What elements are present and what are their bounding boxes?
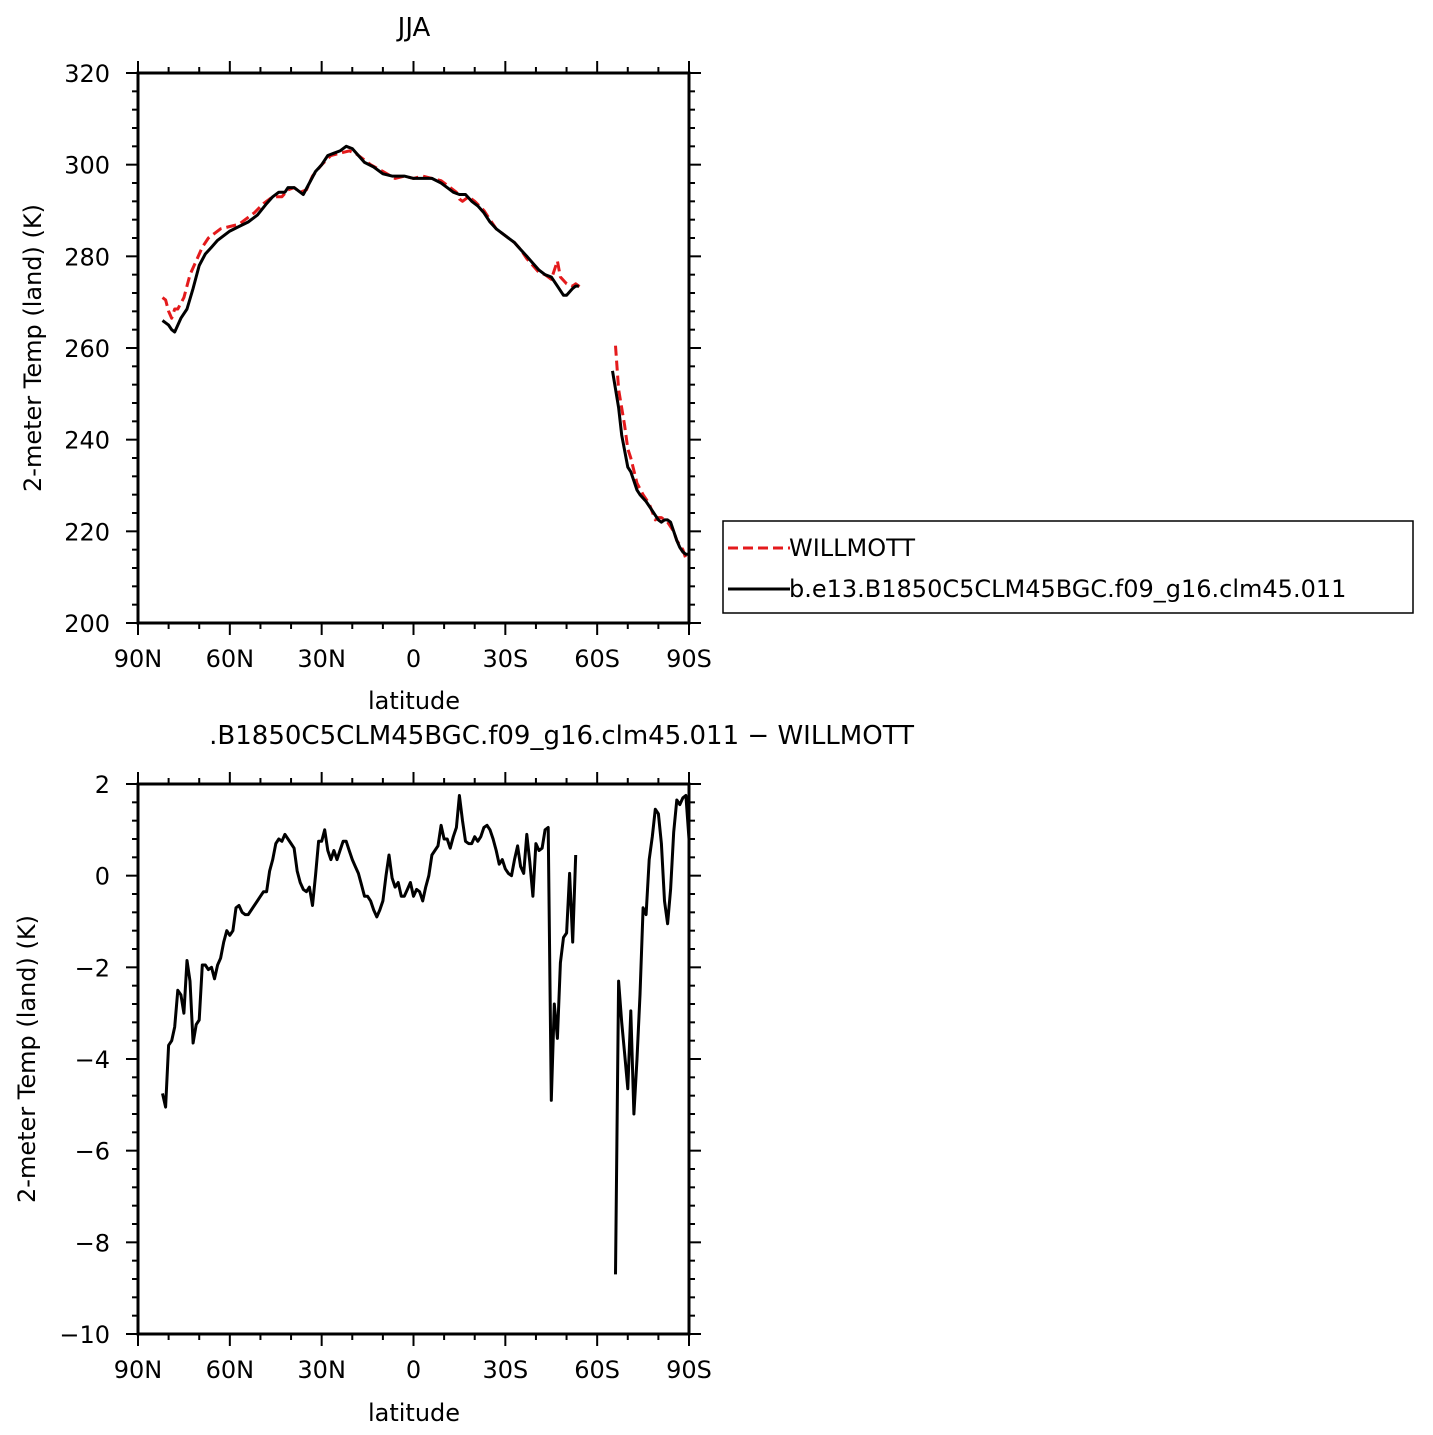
bottom-panel: .B1850C5CLM45BGC.f09_g16.clm45.011 − WIL… xyxy=(13,721,914,1427)
bottom-x-tick-label: 60N xyxy=(206,1356,255,1384)
bottom-y-tick-label: −4 xyxy=(75,1046,110,1074)
top-x-tick-label: 60N xyxy=(206,645,255,673)
top-x-tick-label: 30N xyxy=(297,645,346,673)
top-y-tick-label: 280 xyxy=(64,243,110,271)
top-series-1-line-segment-1 xyxy=(611,370,689,556)
bottom-x-tick-label: 90S xyxy=(666,1356,712,1384)
top-y-axis-label: 2-meter Temp (land) (K) xyxy=(19,204,47,492)
bottom-y-tick-label: −2 xyxy=(75,954,110,982)
bottom-y-tick-label: −6 xyxy=(75,1138,110,1166)
bottom-series-group xyxy=(161,794,691,1275)
bottom-x-tick-label: 60S xyxy=(574,1356,620,1384)
top-y-tick-label: 200 xyxy=(64,610,110,638)
bottom-x-tick-label: 30S xyxy=(482,1356,528,1384)
top-ticks-group: 90N 60N 30N 0 30S 60S 90S 200 220 240 260 280 300 320 xyxy=(64,60,712,673)
bottom-x-tick-label: 90N xyxy=(114,1356,163,1384)
bottom-ticks-group: 90N 60N 30N 0 30S 60S 90S −10 −8 −6 −4 −2 0 2 xyxy=(59,771,712,1384)
bottom-series-0-line-segment-1 xyxy=(614,794,691,1275)
bottom-y-tick-label: 0 xyxy=(95,863,110,891)
bottom-x-axis-label: latitude xyxy=(368,1399,460,1427)
bottom-chart-title: .B1850C5CLM45BGC.f09_g16.clm45.011 − WIL… xyxy=(209,721,914,751)
bottom-y-tick-label: −10 xyxy=(59,1321,110,1349)
top-x-tick-label: 90N xyxy=(114,645,163,673)
bottom-x-tick-label: 30N xyxy=(297,1356,346,1384)
top-y-tick-label: 260 xyxy=(64,335,110,363)
top-y-tick-label: 220 xyxy=(64,518,110,546)
bottom-y-tick-label: 2 xyxy=(95,771,110,799)
bottom-y-axis-label: 2-meter Temp (land) (K) xyxy=(13,915,41,1203)
bottom-series-0-line-segment-0 xyxy=(161,794,578,1109)
top-series-1-line-segment-0 xyxy=(161,144,579,334)
legend-box xyxy=(722,520,1414,614)
top-chart-title: JJA xyxy=(396,13,431,43)
top-x-axis-label: latitude xyxy=(368,687,460,715)
legend: WILLMOTT b.e13.B1850C5CLM45BGC.f09_g16.c… xyxy=(722,520,1414,614)
bottom-plot-frame xyxy=(136,782,691,1336)
bottom-x-tick-label: 0 xyxy=(406,1356,421,1384)
top-panel: JJA 90N 60N 30N 0 30S 60S 90S 200 220 240 260 280 30… xyxy=(19,13,712,715)
top-series-group xyxy=(161,144,689,560)
top-y-tick-label: 320 xyxy=(64,60,110,88)
top-y-tick-label: 240 xyxy=(64,427,110,455)
legend-label-willmott: WILLMOTT xyxy=(789,534,915,562)
top-x-tick-label: 0 xyxy=(406,645,421,673)
top-x-tick-label: 90S xyxy=(666,645,712,673)
bottom-y-tick-label: −8 xyxy=(75,1229,110,1257)
top-x-tick-label: 60S xyxy=(574,645,620,673)
top-y-tick-label: 300 xyxy=(64,152,110,180)
top-x-tick-label: 30S xyxy=(482,645,528,673)
legend-label-model: b.e13.B1850C5CLM45BGC.f09_g16.clm45.011 xyxy=(789,575,1346,603)
top-plot-frame xyxy=(136,71,691,625)
